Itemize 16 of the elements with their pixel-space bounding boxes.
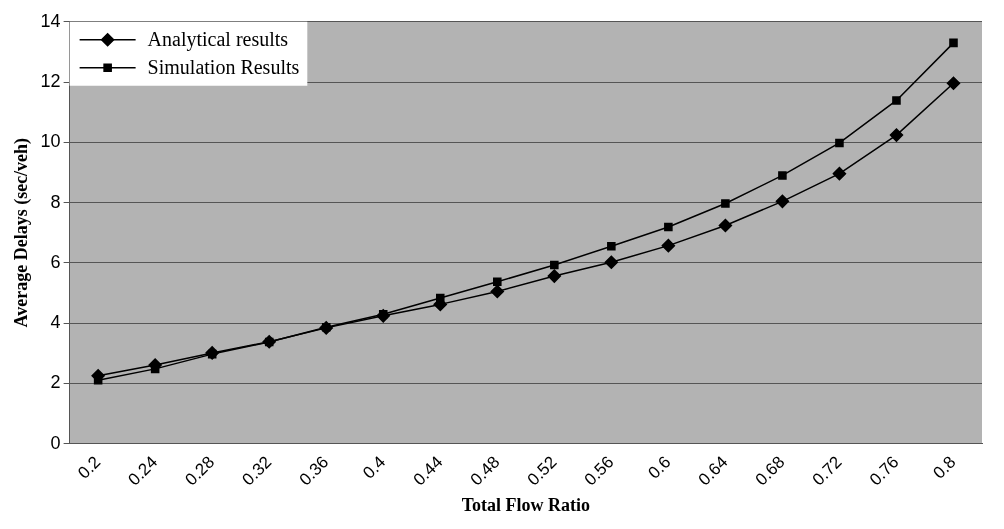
- y-tick-label: 2: [50, 372, 61, 393]
- x-tick-label: 0.4: [359, 452, 390, 483]
- x-axis-title: Total Flow Ratio: [461, 494, 590, 515]
- x-tick-label: 0.8: [929, 452, 960, 483]
- y-tick-label: 10: [40, 131, 61, 152]
- y-tick-label: 14: [40, 10, 61, 31]
- y-tick-label: 8: [50, 191, 61, 212]
- y-tick-label: 0: [50, 432, 61, 453]
- x-tick-label: 0.6: [644, 452, 675, 483]
- legend-label: Simulation Results: [147, 56, 300, 79]
- x-tick-label: 0.2: [74, 452, 105, 483]
- legend-label: Analytical results: [147, 28, 289, 52]
- y-tick-label: 12: [40, 71, 61, 92]
- y-tick-label: 4: [50, 312, 61, 333]
- y-tick-label: 6: [50, 251, 61, 272]
- y-axis-title: Average Delays (sec/veh): [11, 137, 33, 328]
